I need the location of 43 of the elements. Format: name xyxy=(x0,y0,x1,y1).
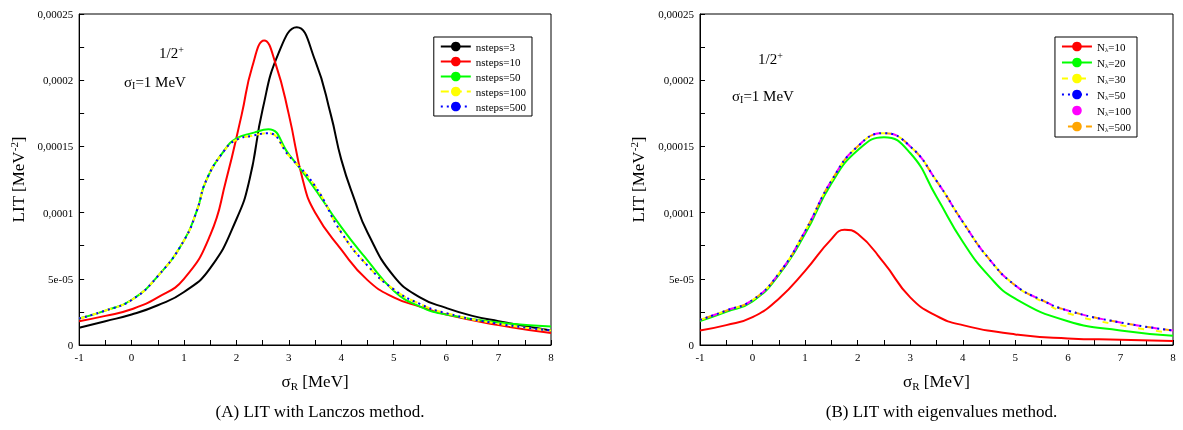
y-axis-title: LIT [MeV-2] xyxy=(628,136,649,223)
y-tick-label: 0,0002 xyxy=(663,74,694,87)
y-tick-label: 0,0002 xyxy=(42,74,74,87)
y-tick-label: 0 xyxy=(67,339,74,351)
x-tick-label: 3 xyxy=(286,350,293,363)
x-tick-label: 6 xyxy=(443,350,450,363)
x-tick-label: 5 xyxy=(1012,350,1019,363)
y-tick-label: 5e-05 xyxy=(668,272,695,285)
x-tick-label: -1 xyxy=(695,350,705,363)
x-tick-label: 4 xyxy=(338,350,345,363)
y-tick-label: 0,00015 xyxy=(658,140,695,153)
text: (B) LIT with eigenvalues method. xyxy=(825,402,1058,421)
x-tick-label: 7 xyxy=(1117,350,1124,363)
x-tick-label: 2 xyxy=(854,350,861,363)
x-tick-label: 1 xyxy=(181,350,187,363)
x-tick-label: 2 xyxy=(233,350,240,363)
x-tick-label: 1 xyxy=(802,350,808,363)
y-tick-label: 0,00025 xyxy=(37,8,74,20)
y-tick-label: 0,00015 xyxy=(37,140,74,153)
y-axis-title: LIT [MeV-2] xyxy=(7,136,28,223)
x-tick-label: -1 xyxy=(74,350,84,363)
y-tick-label: 0,0001 xyxy=(42,206,74,219)
x-tick-label: 0 xyxy=(128,350,135,363)
x-tick-label: 3 xyxy=(907,350,914,363)
legend-label: nsteps=10 xyxy=(475,55,521,68)
y-tick-label: 0 xyxy=(688,339,695,351)
legend-label: nsteps=3 xyxy=(475,40,516,53)
x-tick-label: 7 xyxy=(495,350,502,363)
annotation: 1/2+ xyxy=(758,49,784,67)
annotation: 1/2+ xyxy=(159,43,185,61)
y-tick-label: 0,0001 xyxy=(663,206,694,219)
legend-label: nsteps=50 xyxy=(475,70,521,83)
y-tick-label: 5e-05 xyxy=(48,272,74,285)
x-tick-label: 5 xyxy=(390,350,397,363)
y-tick-label: 0,00025 xyxy=(658,8,695,20)
x-tick-label: 0 xyxy=(749,350,756,363)
x-tick-label: 8 xyxy=(548,350,555,363)
text: (A) LIT with Lanczos method. xyxy=(215,402,425,421)
legend-label: nsteps=100 xyxy=(475,85,527,98)
x-tick-label: 4 xyxy=(960,350,967,363)
legend-label: nsteps=500 xyxy=(475,100,527,113)
x-tick-label: 6 xyxy=(1065,350,1072,363)
x-tick-label: 8 xyxy=(1170,350,1177,363)
